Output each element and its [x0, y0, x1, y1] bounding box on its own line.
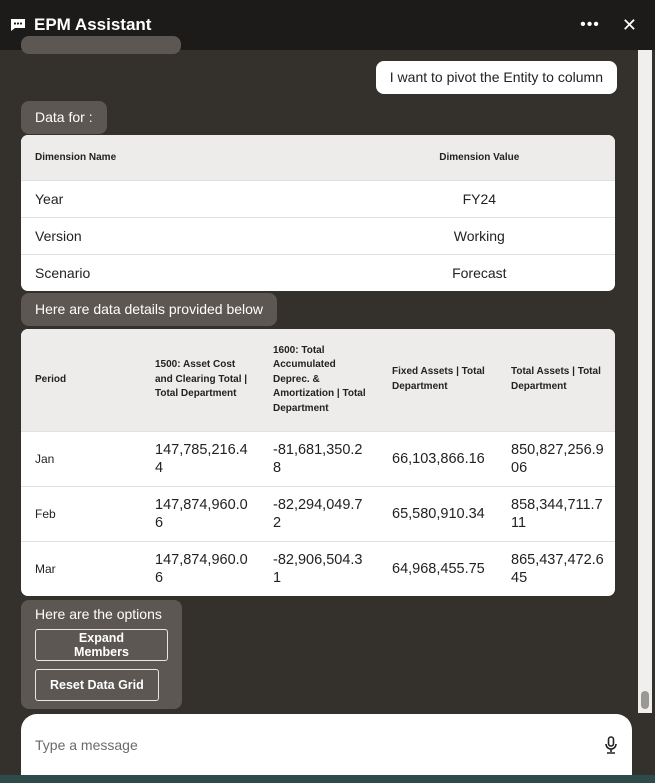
cell: 865,437,472.645	[497, 540, 615, 596]
window-title: EPM Assistant	[34, 15, 152, 34]
column-header: Period	[21, 329, 141, 431]
cell: Year	[21, 179, 344, 217]
cell: Scenario	[21, 253, 344, 291]
previous-message-bubble	[21, 36, 181, 54]
cell: 64,968,455.75	[378, 540, 497, 596]
table-row: Jan 147,785,216.44 -81,681,350.28 66,103…	[21, 430, 615, 486]
reset-data-grid-button[interactable]: Reset Data Grid	[35, 669, 159, 701]
microphone-icon[interactable]	[604, 736, 618, 754]
chat-bubble-icon	[11, 19, 25, 31]
scrollbar-thumb[interactable]	[641, 691, 649, 709]
cell: 147,874,960.06	[141, 485, 259, 541]
cell: Mar	[21, 540, 141, 596]
cell: 147,874,960.06	[141, 540, 259, 596]
data-table: Period 1500: Asset Cost and Clearing Tot…	[21, 329, 615, 596]
expand-members-button[interactable]: Expand Members	[35, 629, 168, 661]
table-row: Year FY24	[21, 179, 615, 217]
table-row: Mar 147,874,960.06 -82,906,504.31 64,968…	[21, 540, 615, 596]
table-row: Feb 147,874,960.06 -82,294,049.72 65,580…	[21, 485, 615, 541]
cell: 65,580,910.34	[378, 485, 497, 541]
cell: Working	[343, 216, 615, 254]
scrollbar[interactable]	[638, 50, 652, 713]
cell: -81,681,350.28	[259, 430, 378, 486]
message-composer	[21, 714, 632, 775]
column-header: Total Assets | Total Department	[497, 329, 615, 431]
column-header: 1500: Asset Cost and Clearing Total | To…	[141, 329, 259, 431]
message-input[interactable]	[35, 737, 604, 753]
cell: -82,294,049.72	[259, 485, 378, 541]
column-header: Fixed Assets | Total Department	[378, 329, 497, 431]
options-label: Here are the options	[35, 606, 162, 622]
cell: Version	[21, 216, 344, 254]
more-horizontal-icon[interactable]: •••	[580, 16, 600, 33]
cell: Jan	[21, 430, 141, 486]
cell: FY24	[343, 179, 615, 217]
cell: 850,827,256.906	[497, 430, 615, 486]
column-header: 1600: Total Accumulated Deprec. & Amorti…	[259, 329, 378, 431]
user-message: I want to pivot the Entity to column	[375, 61, 617, 94]
dimension-table: Dimension Name Dimension Value Year FY24 V…	[21, 135, 615, 291]
cell: Forecast	[343, 253, 615, 291]
cell: 147,785,216.44	[141, 430, 259, 486]
cell: -82,906,504.31	[259, 540, 378, 596]
details-label: Here are data details provided below	[21, 293, 278, 326]
cell: 858,344,711.711	[497, 485, 615, 541]
table-row: Version Working	[21, 216, 615, 254]
column-header: Dimension Value	[343, 135, 615, 180]
data-for-label: Data for :	[21, 101, 107, 134]
close-icon[interactable]: ✕	[621, 14, 637, 35]
column-header: Dimension Name	[21, 135, 344, 180]
cell: 66,103,866.16	[378, 430, 497, 486]
table-row: Scenario Forecast	[21, 253, 615, 291]
cell: Feb	[21, 485, 141, 541]
options-bubble: Here are the options Expand Members Rese…	[21, 600, 182, 709]
